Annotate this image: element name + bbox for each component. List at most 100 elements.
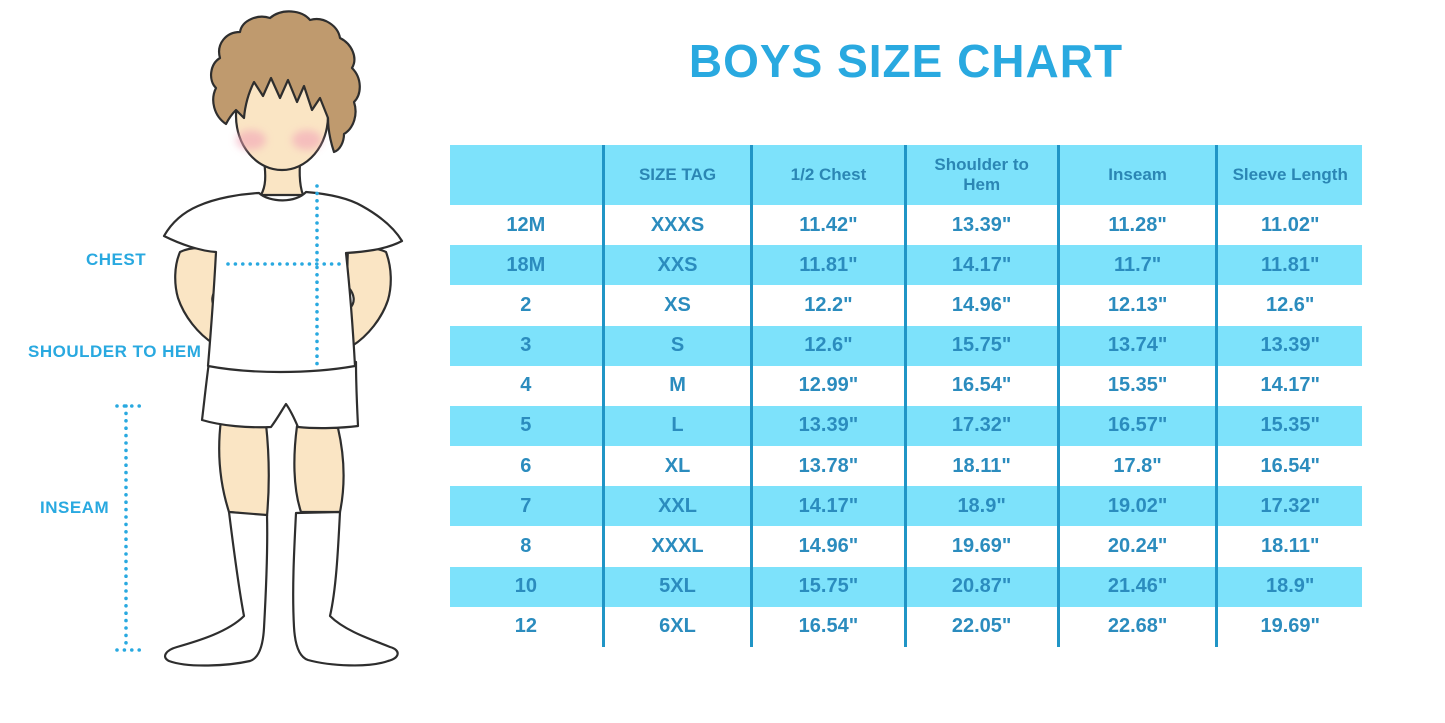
- row-size-label: 12M: [506, 213, 546, 236]
- measurement-cell: 15.35": [1215, 405, 1362, 447]
- table-row: 8 XXXL 14.96" 19.69" 20.24" 18.11": [450, 526, 1362, 567]
- measurement-cell: 20.24": [1056, 526, 1217, 567]
- measurement-cell: 18.11": [1215, 526, 1362, 567]
- column-header: 1/2 Chest: [750, 145, 906, 205]
- measurement-cell: XS: [601, 285, 752, 326]
- table-row: 12 6XL 16.54" 22.05" 22.68" 19.69": [450, 606, 1362, 647]
- measurement-cell: 22.05": [903, 606, 1059, 647]
- inseam-label: INSEAM: [40, 498, 110, 517]
- row-size-label: 4: [520, 374, 532, 397]
- measurement-cell: 13.78": [750, 446, 906, 487]
- measurement-cell: 18.9": [1215, 566, 1362, 607]
- table-row: 6 XL 13.78" 18.11" 17.8" 16.54": [450, 446, 1362, 487]
- row-size-label: 3: [520, 334, 532, 357]
- page-title: BOYS SIZE CHART: [688, 35, 1124, 87]
- measurement-cell: L: [601, 405, 752, 447]
- measurement-cell: 15.35": [1056, 365, 1217, 406]
- measurement-cell: 12.99": [750, 365, 906, 406]
- measurement-cell: XXXL: [601, 526, 752, 567]
- measurement-cell: XXXS: [601, 205, 752, 246]
- measurement-cell: 15.75": [903, 325, 1059, 366]
- sock-left: [164, 510, 269, 667]
- table-row: 5 L 13.39" 17.32" 16.57" 15.35": [450, 405, 1362, 447]
- table-row: 3 S 12.6" 15.75" 13.74" 13.39": [450, 325, 1362, 366]
- shoulder-to-hem-label: SHOULDER TO HEM: [28, 342, 202, 361]
- measurement-cell: 14.17": [1215, 365, 1362, 406]
- measurement-cell: 18.11": [903, 446, 1059, 487]
- table-row: 4 M 12.99" 16.54" 15.35" 14.17": [450, 365, 1362, 406]
- leg-right: [293, 424, 345, 514]
- measurement-cell: XL: [601, 446, 752, 487]
- row-size-label: 18M: [506, 253, 546, 276]
- table-row: 12M XXXS 11.42" 13.39" 11.28" 11.02": [450, 205, 1362, 246]
- header-row: SIZE TAG 1/2 Chest Shoulder to Hem Inseam Sl…: [450, 145, 1362, 205]
- figure-area: CHEST SHOULDER TO HEM INSEAM: [0, 0, 460, 723]
- column-header: [450, 145, 603, 205]
- row-size-label: 10: [514, 575, 537, 598]
- size-table-wrap: SIZE TAG 1/2 Chest Shoulder to Hem Inseam Sl…: [450, 145, 1362, 647]
- cheek-left: [236, 130, 266, 150]
- measurement-cell: 19.69": [1215, 606, 1362, 647]
- measurement-cell: 17.32": [1215, 486, 1362, 527]
- measurement-cell: 13.39": [903, 205, 1059, 246]
- measurement-cell: 6XL: [601, 606, 752, 647]
- measurement-cell: 11.81": [1215, 245, 1362, 286]
- hair: [210, 10, 361, 154]
- size-table: SIZE TAG 1/2 Chest Shoulder to Hem Inseam Sl…: [450, 145, 1362, 647]
- measurement-cell: 15.75": [750, 566, 906, 607]
- measurement-cell: 16.57": [1056, 405, 1217, 447]
- measurement-cell: 11.7": [1056, 245, 1217, 286]
- cheek-right: [292, 130, 322, 150]
- measurement-cell: XXS: [601, 245, 752, 286]
- measurement-cell: 14.17": [750, 486, 906, 527]
- measurement-cell: 20.87": [903, 566, 1059, 607]
- row-size-label: 6: [520, 454, 532, 477]
- measurement-cell: 21.46": [1056, 566, 1217, 607]
- measurement-cell: 11.81": [750, 245, 906, 286]
- measurement-cell: 11.42": [750, 205, 906, 246]
- leg-left: [218, 418, 270, 518]
- measurement-cell: 12.2": [750, 285, 906, 326]
- measurement-cell: 13.39": [1215, 325, 1362, 366]
- measurement-cell: 14.17": [903, 245, 1059, 286]
- measurement-cell: 13.74": [1056, 325, 1217, 366]
- table-row: 18M XXS 11.81" 14.17" 11.7" 11.81": [450, 245, 1362, 286]
- measurement-cell: 16.54": [750, 606, 906, 647]
- measurement-cell: 17.32": [903, 405, 1059, 447]
- boy-illustration: [115, 10, 404, 667]
- measurement-cell: 19.69": [903, 526, 1059, 567]
- measurement-cell: 12.6": [1215, 285, 1362, 326]
- table-row: 2 XS 12.2" 14.96" 12.13" 12.6": [450, 285, 1362, 326]
- measurement-cell: 19.02": [1056, 486, 1217, 527]
- table-row: 7 XXL 14.17" 18.9" 19.02" 17.32": [450, 486, 1362, 527]
- measurement-cell: 12.6": [750, 325, 906, 366]
- measurement-cell: 12.13": [1056, 285, 1217, 326]
- measurement-cell: 22.68": [1056, 606, 1217, 647]
- measurement-cell: XXL: [601, 486, 752, 527]
- table-row: 10 5XL 15.75" 20.87" 21.46" 18.9": [450, 566, 1362, 607]
- measurement-cell: 5XL: [601, 566, 752, 607]
- row-size-label: 7: [520, 494, 532, 517]
- measurement-cell: 16.54": [1215, 446, 1362, 487]
- row-size-label: 8: [520, 534, 532, 557]
- measurement-cell: 14.96": [903, 285, 1059, 326]
- measurement-cell: 17.8": [1056, 446, 1217, 487]
- measurement-cell: S: [601, 325, 752, 366]
- measurement-cell: 13.39": [750, 405, 906, 447]
- measurement-cell: 18.9": [903, 486, 1059, 527]
- column-header: Sleeve Length: [1215, 145, 1362, 205]
- row-size-label: 12: [514, 615, 537, 638]
- size-table-body: 12M XXXS 11.42" 13.39" 11.28" 11.02" 18M XXS 11.…: [450, 205, 1362, 647]
- measurement-cell: M: [601, 365, 752, 406]
- tshirt: [162, 190, 404, 374]
- row-size-label: 2: [520, 293, 532, 316]
- measurement-cell: 11.02": [1215, 205, 1362, 246]
- row-size-label: 5: [520, 414, 532, 437]
- column-header: SIZE TAG: [601, 145, 752, 205]
- measurement-cell: 16.54": [903, 365, 1059, 406]
- sock-right: [292, 510, 399, 667]
- chest-label: CHEST: [86, 250, 147, 269]
- column-header: Inseam: [1056, 145, 1217, 205]
- measurement-cell: 14.96": [750, 526, 906, 567]
